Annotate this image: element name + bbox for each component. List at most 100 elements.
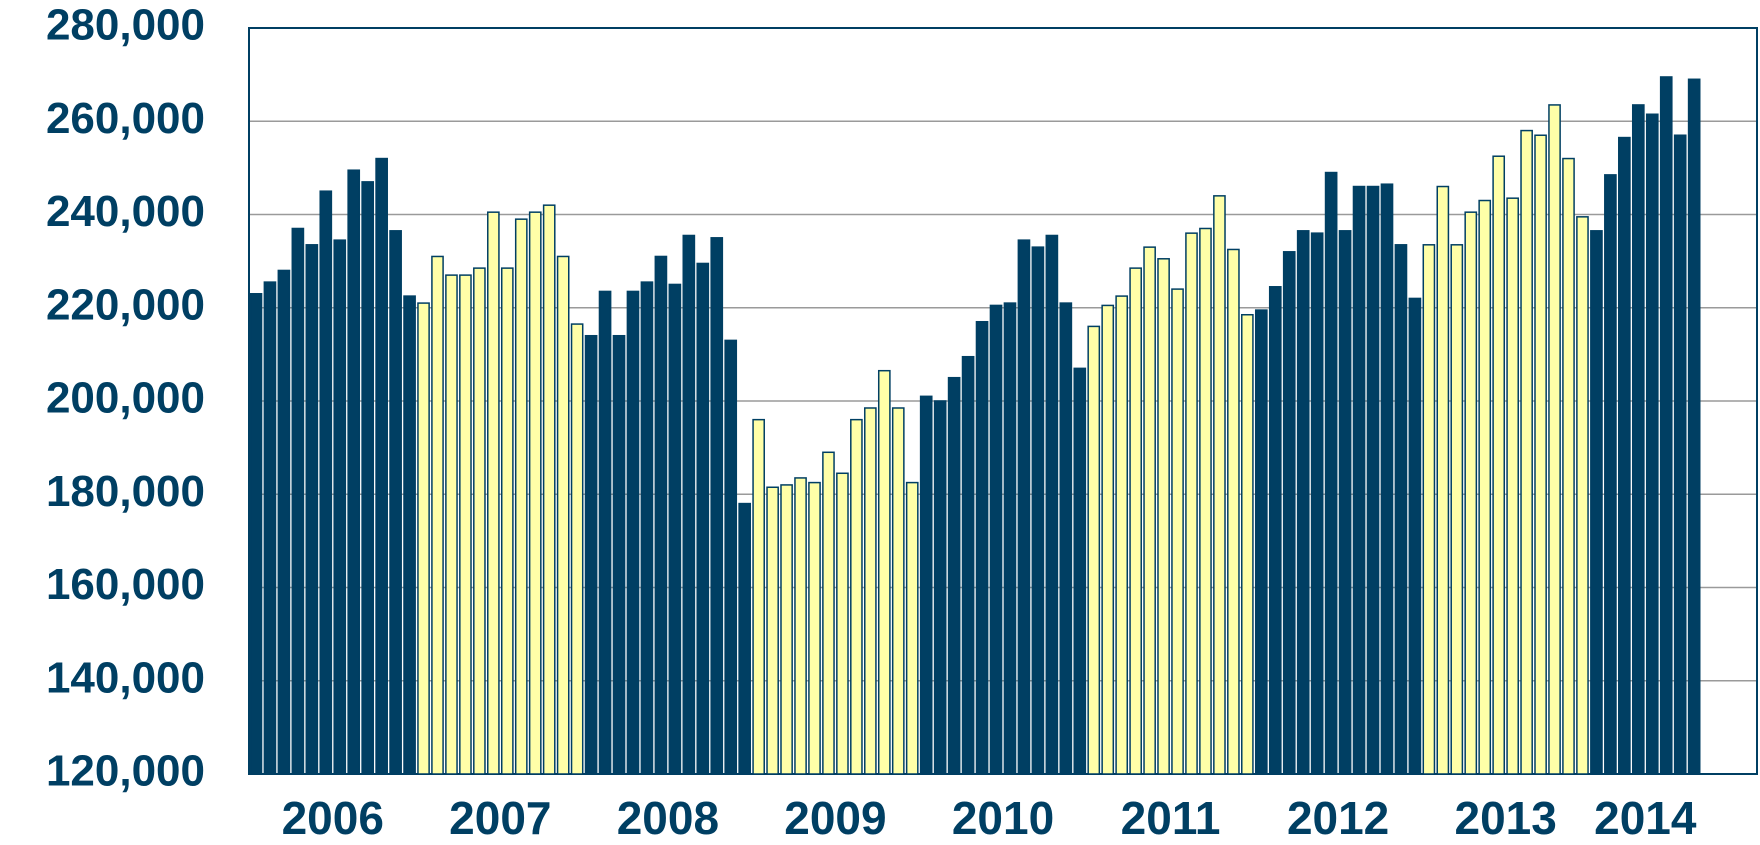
y-tick-label: 280,000 xyxy=(46,1,205,50)
bar xyxy=(319,190,333,775)
bar xyxy=(1618,136,1631,775)
x-tick-label: 2008 xyxy=(617,792,719,844)
y-tick-label: 200,000 xyxy=(46,374,205,423)
x-tick-label: 2013 xyxy=(1454,792,1556,844)
bar xyxy=(1422,244,1436,775)
bar xyxy=(877,369,891,775)
bar xyxy=(1017,239,1031,775)
x-tick-label: 2012 xyxy=(1287,792,1389,844)
bar xyxy=(738,502,752,775)
bar xyxy=(1003,302,1017,775)
bar xyxy=(1296,230,1310,775)
bar xyxy=(473,267,486,775)
bar xyxy=(1129,267,1142,775)
plot-frame xyxy=(248,27,1758,775)
bar xyxy=(403,295,416,775)
bar xyxy=(1254,309,1268,775)
bar xyxy=(919,395,933,775)
x-tick-label: 2009 xyxy=(784,792,886,844)
bar xyxy=(891,407,905,775)
bar xyxy=(668,283,682,775)
bar xyxy=(961,355,975,775)
bar xyxy=(1059,302,1073,775)
bar xyxy=(1520,129,1533,775)
bar xyxy=(263,281,277,775)
bar xyxy=(780,484,793,775)
bar xyxy=(794,477,807,775)
bar xyxy=(975,320,989,775)
bar xyxy=(1631,104,1645,775)
bar xyxy=(822,451,835,775)
bar xyxy=(1031,246,1045,775)
bar xyxy=(989,304,1003,775)
bar xyxy=(1352,185,1366,775)
bar xyxy=(347,169,361,775)
bar xyxy=(682,234,696,775)
bar xyxy=(1534,134,1547,775)
bar xyxy=(905,481,919,775)
bar xyxy=(1604,174,1617,775)
bar xyxy=(640,281,654,775)
bar xyxy=(291,227,305,775)
bar xyxy=(514,218,528,775)
bar xyxy=(1562,157,1575,775)
bar xyxy=(542,204,556,775)
bar xyxy=(947,376,961,775)
bar xyxy=(431,255,444,775)
bar xyxy=(333,239,347,775)
y-tick-label: 120,000 xyxy=(46,747,205,796)
bar xyxy=(1464,211,1478,775)
bar xyxy=(1366,185,1380,775)
x-tick-label: 2011 xyxy=(1121,792,1221,844)
bar xyxy=(249,293,263,775)
bar xyxy=(500,267,514,775)
x-tick-label: 2006 xyxy=(282,792,384,844)
bar xyxy=(752,418,765,775)
bar xyxy=(1185,232,1198,775)
bar xyxy=(487,211,500,775)
bar xyxy=(1087,325,1101,775)
bar xyxy=(1659,76,1673,775)
bar xyxy=(459,274,472,775)
bar xyxy=(864,407,877,775)
bar xyxy=(417,302,430,775)
bar xyxy=(1073,367,1087,775)
bar xyxy=(1506,197,1519,775)
bar xyxy=(626,290,640,775)
bar xyxy=(584,334,598,775)
bar xyxy=(445,274,458,775)
bar xyxy=(1576,216,1589,775)
bar xyxy=(1645,113,1659,775)
bar xyxy=(361,181,375,775)
bar xyxy=(724,339,738,775)
bar xyxy=(570,323,584,775)
bar xyxy=(1380,183,1394,775)
y-tick-label: 220,000 xyxy=(46,280,205,329)
bar xyxy=(808,481,821,775)
bar xyxy=(1310,232,1324,775)
bar xyxy=(556,255,570,775)
x-tick-label: 2010 xyxy=(952,792,1054,844)
bar xyxy=(277,269,291,775)
bar xyxy=(1241,313,1254,775)
bar xyxy=(1045,234,1059,775)
bar xyxy=(836,472,849,775)
bar xyxy=(612,334,626,775)
y-tick-label: 160,000 xyxy=(46,560,205,609)
bar xyxy=(1394,244,1408,775)
bar xyxy=(1590,230,1603,775)
bar xyxy=(1227,248,1240,775)
x-tick-label: 2007 xyxy=(449,792,551,844)
bar xyxy=(375,157,388,775)
bar xyxy=(1324,171,1338,775)
bar xyxy=(528,211,542,775)
bar xyxy=(1687,78,1701,775)
bar xyxy=(1548,104,1561,775)
bar xyxy=(1436,185,1450,775)
bar xyxy=(1115,295,1129,775)
y-tick-label: 260,000 xyxy=(46,94,205,143)
bar xyxy=(1282,251,1296,775)
y-tick-label: 140,000 xyxy=(46,653,205,702)
